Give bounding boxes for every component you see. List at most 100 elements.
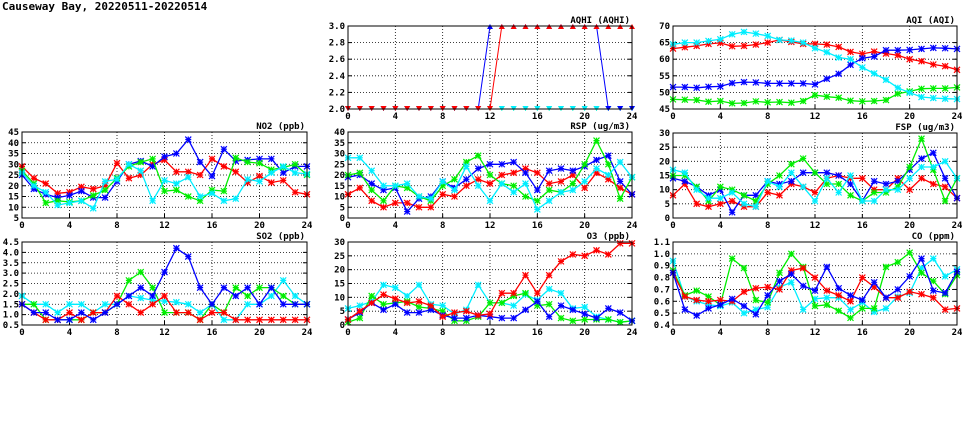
data-point bbox=[823, 48, 831, 56]
data-point bbox=[847, 291, 854, 299]
data-point bbox=[125, 160, 133, 168]
data-point bbox=[415, 203, 423, 211]
data-point bbox=[403, 208, 411, 215]
data-point bbox=[368, 180, 376, 188]
data-point bbox=[764, 39, 772, 47]
y-tick-label: 10 bbox=[334, 193, 345, 203]
data-point bbox=[220, 145, 228, 153]
data-point bbox=[776, 98, 783, 106]
plot-frame bbox=[672, 241, 958, 326]
data-point bbox=[474, 182, 482, 190]
data-point bbox=[811, 44, 819, 52]
plot-frame bbox=[21, 241, 308, 326]
data-point bbox=[681, 306, 689, 314]
data-point bbox=[545, 180, 553, 188]
data-point bbox=[439, 307, 447, 315]
y-tick-label: 20 bbox=[659, 157, 670, 167]
data-point bbox=[787, 250, 795, 258]
data-point bbox=[776, 36, 783, 44]
data-point bbox=[799, 306, 807, 314]
x-tick-label: 24 bbox=[952, 112, 963, 122]
data-point bbox=[693, 96, 701, 104]
data-point bbox=[403, 299, 411, 307]
data-point bbox=[776, 286, 783, 293]
data-point bbox=[439, 190, 447, 198]
x-tick-label: 0 bbox=[670, 221, 675, 231]
y-tick-label: 0.6 bbox=[654, 297, 670, 307]
data-point bbox=[705, 293, 712, 300]
data-point bbox=[380, 197, 387, 205]
data-point bbox=[604, 152, 612, 160]
data-point bbox=[835, 94, 843, 102]
data-point bbox=[740, 302, 748, 310]
y-tick-label: 2.0 bbox=[3, 290, 19, 300]
data-point bbox=[811, 295, 819, 303]
y-tick-label: 30 bbox=[334, 238, 345, 248]
x-tick-label: 4 bbox=[393, 112, 399, 122]
y-tick-label: 4.5 bbox=[3, 238, 19, 248]
data-point bbox=[415, 303, 423, 311]
data-point bbox=[161, 156, 168, 164]
data-point bbox=[415, 298, 423, 305]
data-point bbox=[42, 309, 50, 316]
data-point bbox=[870, 308, 878, 316]
series-cyan bbox=[669, 157, 961, 211]
data-point bbox=[439, 302, 447, 310]
y-tick-label: 10 bbox=[8, 203, 19, 213]
data-point bbox=[918, 264, 925, 272]
data-point bbox=[557, 289, 565, 297]
y-tick-label: 35 bbox=[8, 150, 19, 160]
y-tick-label: 0.4 bbox=[654, 321, 671, 331]
x-tick-label: 24 bbox=[952, 328, 963, 338]
data-point bbox=[451, 186, 458, 194]
data-point bbox=[54, 197, 62, 205]
data-point bbox=[510, 169, 518, 177]
data-point bbox=[929, 149, 937, 157]
data-point bbox=[681, 177, 689, 185]
y-tick-label: 40 bbox=[334, 128, 345, 138]
data-point bbox=[882, 304, 890, 312]
y-tick-label: 65 bbox=[659, 39, 670, 49]
series-red bbox=[344, 239, 636, 323]
data-point bbox=[557, 188, 565, 196]
data-point bbox=[740, 99, 748, 107]
data-point bbox=[764, 32, 772, 40]
data-point bbox=[681, 43, 689, 51]
y-tick-label: 4.0 bbox=[3, 248, 19, 258]
data-point bbox=[847, 55, 854, 63]
y-tick-label: 30 bbox=[8, 160, 19, 170]
data-point bbox=[149, 292, 157, 300]
data-point bbox=[356, 314, 364, 322]
data-point bbox=[54, 201, 62, 209]
data-point bbox=[474, 152, 482, 160]
data-point bbox=[172, 244, 180, 252]
x-tick-label: 24 bbox=[627, 112, 638, 122]
x-tick-label: 8 bbox=[765, 328, 770, 338]
data-point bbox=[705, 98, 712, 106]
data-point bbox=[522, 289, 529, 297]
data-point bbox=[462, 182, 470, 190]
data-point bbox=[510, 289, 518, 297]
data-point bbox=[929, 84, 937, 92]
data-point bbox=[929, 94, 937, 102]
data-point bbox=[184, 136, 192, 143]
data-point bbox=[752, 284, 760, 292]
data-point bbox=[279, 176, 287, 184]
data-point bbox=[569, 306, 577, 314]
plot-frame bbox=[347, 25, 633, 110]
y-tick-label: 25 bbox=[334, 160, 345, 170]
data-point bbox=[486, 197, 494, 205]
data-point bbox=[918, 85, 925, 93]
data-point bbox=[894, 46, 902, 54]
data-point bbox=[380, 203, 387, 211]
data-point bbox=[581, 303, 589, 311]
data-point bbox=[581, 252, 589, 260]
data-point bbox=[929, 44, 937, 52]
data-point bbox=[693, 296, 701, 304]
data-point bbox=[616, 178, 624, 185]
data-point bbox=[811, 189, 819, 196]
data-point bbox=[858, 54, 866, 62]
data-point bbox=[30, 309, 38, 316]
x-tick-label: 16 bbox=[207, 328, 218, 338]
y-tick-label: 0.5 bbox=[3, 321, 19, 331]
